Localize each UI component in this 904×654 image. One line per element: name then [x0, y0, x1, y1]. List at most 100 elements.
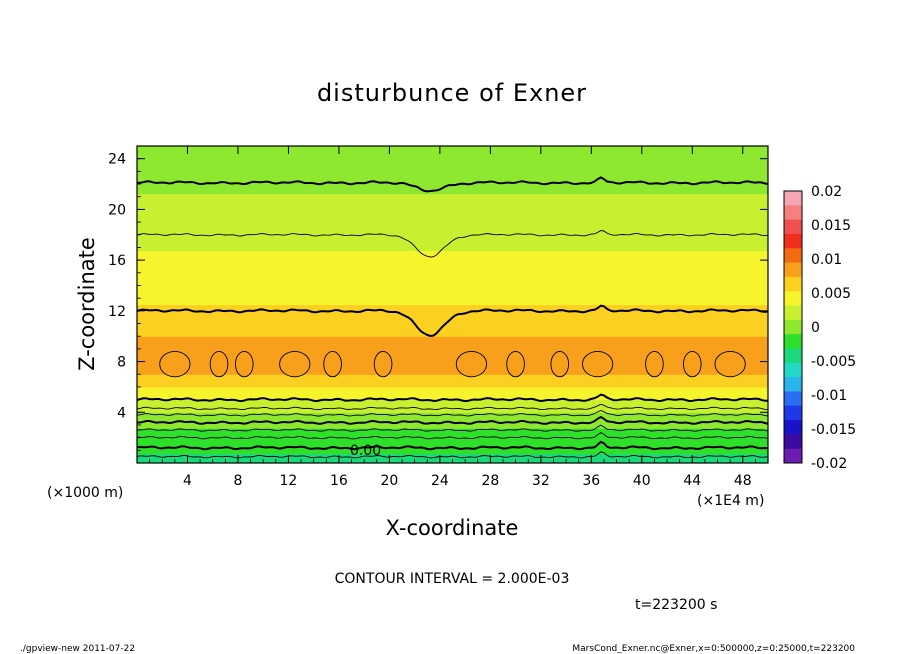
- colorbar-swatch: [784, 305, 802, 321]
- color-band: [137, 339, 768, 344]
- color-band: [137, 168, 768, 172]
- color-band: [137, 336, 768, 340]
- colorbar-swatch: [784, 348, 802, 364]
- color-band: [137, 361, 768, 366]
- color-band: [137, 374, 768, 379]
- color-band: [137, 352, 768, 356]
- plot-area: [137, 146, 768, 463]
- x-tick-label: 20: [380, 473, 398, 489]
- color-band: [137, 279, 768, 283]
- color-band: [137, 383, 768, 388]
- color-band: [137, 294, 768, 299]
- colorbar-swatch: [784, 377, 802, 392]
- color-band: [137, 244, 768, 249]
- color-band: [137, 323, 768, 328]
- color-band: [137, 431, 768, 436]
- closed-contour: [279, 350, 311, 378]
- color-band: [137, 212, 768, 217]
- contour-interval-note: CONTOUR INTERVAL = 2.000E-03: [335, 571, 570, 587]
- color-band: [137, 234, 768, 239]
- color-band: [137, 190, 768, 195]
- color-band: [137, 149, 768, 153]
- x-tick-label: 36: [582, 473, 600, 489]
- color-band: [137, 171, 768, 176]
- colorbar-label: 0.02: [811, 184, 842, 200]
- color-band: [137, 424, 768, 429]
- color-band: [137, 409, 768, 413]
- color-band: [137, 225, 768, 230]
- color-band: [137, 377, 768, 382]
- color-band: [137, 450, 768, 455]
- color-band: [137, 269, 768, 274]
- colorbar-label: 0.005: [811, 286, 851, 302]
- color-band: [137, 304, 768, 309]
- closed-contour: [506, 350, 525, 378]
- color-band: [137, 203, 768, 207]
- color-band: [137, 415, 768, 420]
- color-band: [137, 253, 768, 258]
- color-band: [137, 165, 768, 169]
- colorbar-label: -0.02: [811, 456, 847, 472]
- closed-contour: [714, 350, 746, 378]
- color-band: [137, 222, 768, 226]
- colorbar-label: 0: [811, 320, 820, 336]
- contour-thin: [137, 451, 768, 459]
- x-unit-label: (×1E4 m): [697, 493, 764, 509]
- closed-contour: [323, 350, 342, 378]
- color-band: [137, 405, 768, 410]
- colorbar-swatch: [784, 291, 802, 307]
- colorbar-swatch: [784, 334, 802, 349]
- y-tick-label: 4: [117, 405, 126, 421]
- color-band: [137, 193, 768, 198]
- contour-thin: [137, 230, 768, 258]
- color-band: [137, 447, 768, 451]
- color-band: [137, 421, 768, 426]
- color-band: [137, 250, 768, 255]
- y-axis-title: Z-coordinate: [75, 237, 99, 371]
- colorbar-swatch: [784, 391, 802, 407]
- closed-contour: [582, 350, 614, 378]
- color-band: [137, 272, 768, 277]
- contour-bold: [137, 176, 768, 193]
- color-band: [137, 285, 768, 290]
- color-band: [137, 187, 768, 191]
- color-band: [137, 386, 768, 391]
- color-band: [137, 263, 768, 268]
- x-tick-label: 4: [183, 473, 192, 489]
- closed-contour: [209, 350, 229, 378]
- color-band: [137, 241, 768, 245]
- color-band: [137, 180, 768, 185]
- colorbar-label: -0.01: [811, 388, 847, 404]
- color-band: [137, 317, 768, 321]
- color-band: [137, 390, 768, 394]
- color-band: [137, 228, 768, 233]
- color-band: [137, 209, 768, 214]
- color-band: [137, 456, 768, 461]
- color-band: [137, 206, 768, 210]
- contour-thin: [137, 403, 768, 411]
- color-band: [137, 367, 768, 372]
- color-band: [137, 345, 768, 350]
- color-band: [137, 256, 768, 261]
- closed-contour: [159, 350, 191, 378]
- color-bands: [137, 146, 768, 463]
- color-band: [137, 371, 768, 375]
- colorbar-swatch: [784, 420, 802, 435]
- color-band: [137, 380, 768, 385]
- color-band: [137, 177, 768, 182]
- color-band: [137, 396, 768, 401]
- color-band: [137, 434, 768, 439]
- color-band: [137, 237, 768, 242]
- contour-bold: [137, 393, 768, 403]
- footer-left: ./gpview-new 2011-07-22: [20, 644, 135, 654]
- color-band: [137, 215, 768, 220]
- color-band: [137, 231, 768, 236]
- color-band: [137, 247, 768, 252]
- closed-contour: [682, 350, 702, 378]
- y-tick-label: 8: [117, 355, 126, 371]
- color-band: [137, 199, 768, 204]
- contour-bold: [137, 440, 768, 451]
- color-band: [137, 393, 768, 398]
- color-band: [137, 152, 768, 157]
